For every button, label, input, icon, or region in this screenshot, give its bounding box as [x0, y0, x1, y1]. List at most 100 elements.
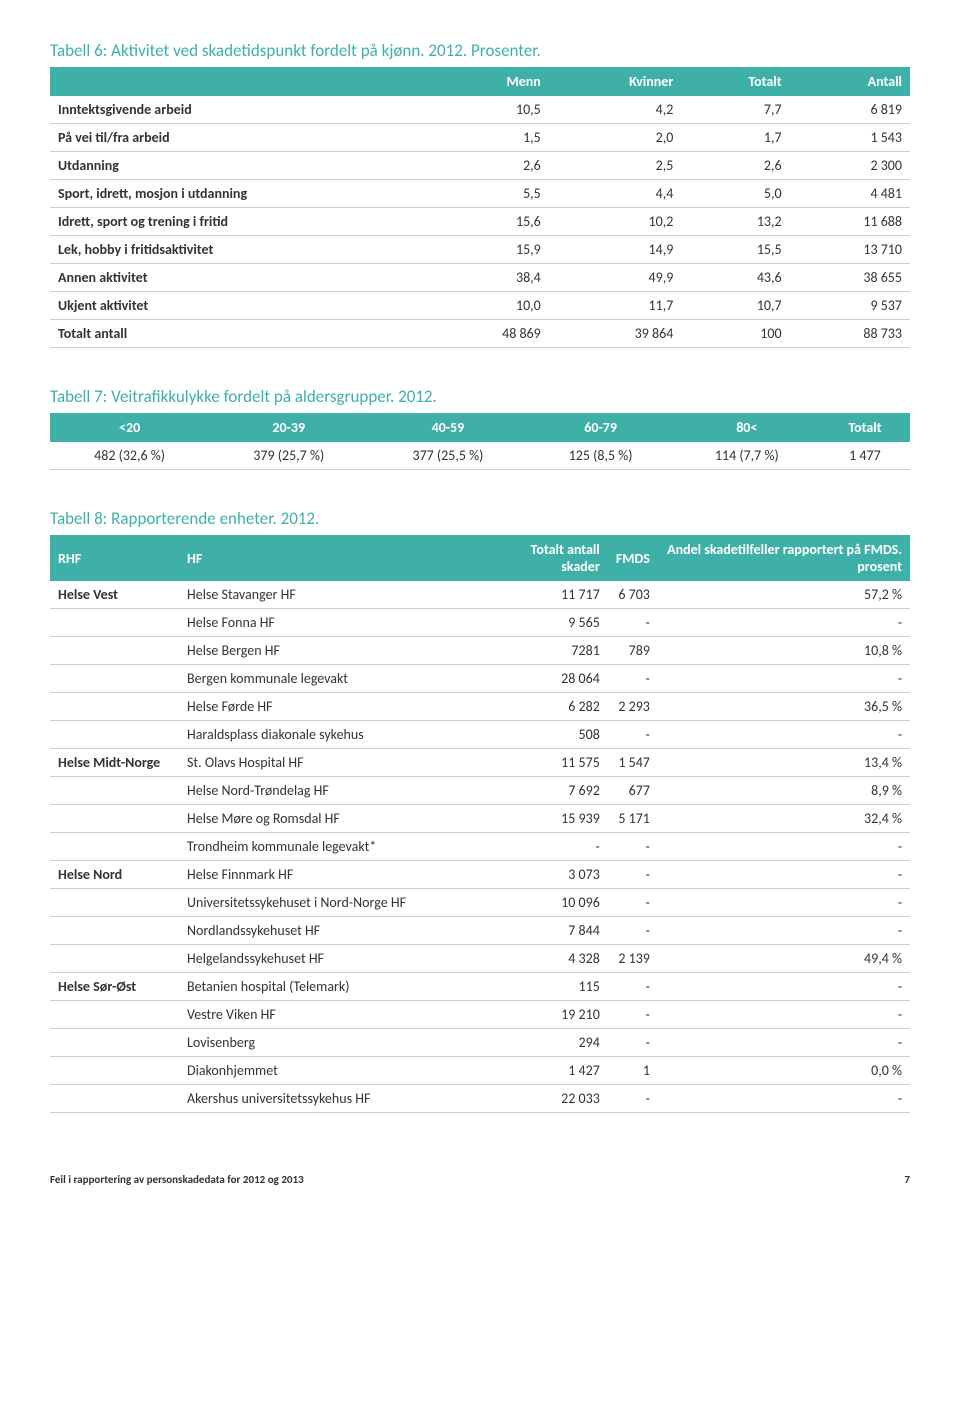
table6-cell: 4,4 — [549, 180, 682, 208]
table8-cell: 7281 — [497, 637, 608, 665]
table6-cell: 15,9 — [428, 236, 548, 264]
table6-col-3: Totalt — [681, 67, 789, 96]
table8-cell: Helse Vest — [50, 581, 179, 609]
table6-caption: Tabell 6: Aktivitet ved skadetidspunkt f… — [50, 40, 910, 61]
table8-cell: 294 — [497, 1029, 608, 1057]
table8-cell: 57,2 % — [658, 581, 910, 609]
table8-cell: 7 692 — [497, 777, 608, 805]
table6-cell: På vei til/fra arbeid — [50, 124, 428, 152]
table8-cell: - — [658, 721, 910, 749]
table6-cell: 5,5 — [428, 180, 548, 208]
table8-cell: Universitetssykehuset i Nord-Norge HF — [179, 889, 497, 917]
table-row: På vei til/fra arbeid1,52,01,71 543 — [50, 124, 910, 152]
table8-cell: - — [608, 1085, 658, 1113]
table-row: Helse Førde HF6 2822 29336,5 % — [50, 693, 910, 721]
table-row: Annen aktivitet38,449,943,638 655 — [50, 264, 910, 292]
table-row: Totalt antall48 86939 86410088 733 — [50, 320, 910, 348]
table8-cell — [50, 665, 179, 693]
table8-col-0: RHF — [50, 535, 179, 581]
table8-cell: - — [658, 609, 910, 637]
table8-cell: 32,4 % — [658, 805, 910, 833]
table8-cell: - — [608, 665, 658, 693]
table8-cell: 9 565 — [497, 609, 608, 637]
table6-cell: 38 655 — [790, 264, 910, 292]
table-row: Vestre Viken HF19 210-- — [50, 1001, 910, 1029]
table6-header-row: MennKvinnerTotaltAntall — [50, 67, 910, 96]
table8-cell: 15 939 — [497, 805, 608, 833]
table-row: Helse VestHelse Stavanger HF11 7176 7035… — [50, 581, 910, 609]
table8-cell: 10 096 — [497, 889, 608, 917]
table8-cell — [50, 637, 179, 665]
table-row: Bergen kommunale legevakt28 064-- — [50, 665, 910, 693]
table8-cell: - — [658, 889, 910, 917]
table7-caption: Tabell 7: Veitrafikkulykke fordelt på al… — [50, 386, 910, 407]
table8-col-4: Andel skadetilfeller rapportert på FMDS.… — [658, 535, 910, 581]
table8: RHFHFTotalt antall skaderFMDSAndel skade… — [50, 535, 910, 1113]
table6-col-1: Menn — [428, 67, 548, 96]
table-row: Haraldsplass diakonale sykehus508-- — [50, 721, 910, 749]
table7-col-4: 80< — [674, 413, 820, 442]
table-row: Helgelandssykehuset HF4 3282 13949,4 % — [50, 945, 910, 973]
table8-cell: - — [608, 889, 658, 917]
table8-col-2: Totalt antall skader — [497, 535, 608, 581]
table7-header-row: <2020-3940-5960-7980<Totalt — [50, 413, 910, 442]
table6-cell: 10,5 — [428, 96, 548, 124]
table6-cell: 38,4 — [428, 264, 548, 292]
table8-cell: - — [658, 1029, 910, 1057]
table-row: Ukjent aktivitet10,011,710,79 537 — [50, 292, 910, 320]
table8-cell: 8,9 % — [658, 777, 910, 805]
table6-cell: Totalt antall — [50, 320, 428, 348]
table6-cell: Ukjent aktivitet — [50, 292, 428, 320]
table7-col-5: Totalt — [820, 413, 910, 442]
table8-cell: - — [658, 973, 910, 1001]
table8-cell: 1 — [608, 1057, 658, 1085]
table8-cell: 2 293 — [608, 693, 658, 721]
table8-cell: Helse Bergen HF — [179, 637, 497, 665]
table8-cell: 508 — [497, 721, 608, 749]
table6-cell: 13 710 — [790, 236, 910, 264]
table8-cell: Helse Fonna HF — [179, 609, 497, 637]
table6-cell: 100 — [681, 320, 789, 348]
table8-cell — [50, 945, 179, 973]
table6-cell: Idrett, sport og trening i fritid — [50, 208, 428, 236]
table8-cell: 0,0 % — [658, 1057, 910, 1085]
table8-cell: Helgelandssykehuset HF — [179, 945, 497, 973]
table8-cell: 1 547 — [608, 749, 658, 777]
table8-cell: 4 328 — [497, 945, 608, 973]
table-row: Utdanning2,62,52,62 300 — [50, 152, 910, 180]
table8-cell: 28 064 — [497, 665, 608, 693]
table6-cell: 2,0 — [549, 124, 682, 152]
footer-left: Feil i rapportering av personskadedata f… — [50, 1173, 304, 1186]
table8-cell: 22 033 — [497, 1085, 608, 1113]
table7: <2020-3940-5960-7980<Totalt 482 (32,6 %)… — [50, 413, 910, 470]
table8-cell — [50, 693, 179, 721]
table6-cell: 11 688 — [790, 208, 910, 236]
table8-header-row: RHFHFTotalt antall skaderFMDSAndel skade… — [50, 535, 910, 581]
table6-cell: 14,9 — [549, 236, 682, 264]
table8-cell: - — [497, 833, 608, 861]
table6-col-2: Kvinner — [549, 67, 682, 96]
table-row: Lek, hobby i fritidsaktivitet15,914,915,… — [50, 236, 910, 264]
table8-cell: Helse Nord — [50, 861, 179, 889]
table8-cell: Nordlandssykehuset HF — [179, 917, 497, 945]
table6: MennKvinnerTotaltAntall Inntektsgivende … — [50, 67, 910, 348]
table-row: Lovisenberg294-- — [50, 1029, 910, 1057]
table7-cell: 377 (25,5 %) — [368, 442, 527, 470]
table8-cell: Helse Møre og Romsdal HF — [179, 805, 497, 833]
table6-cell: 43,6 — [681, 264, 789, 292]
table7-cell: 114 (7,7 %) — [674, 442, 820, 470]
table-row: Helse Midt-NorgeSt. Olavs Hospital HF11 … — [50, 749, 910, 777]
table6-cell: 88 733 — [790, 320, 910, 348]
table8-cell: 5 171 — [608, 805, 658, 833]
table8-cell: 36,5 % — [658, 693, 910, 721]
table8-cell: Diakonhjemmet — [179, 1057, 497, 1085]
table8-cell — [50, 1029, 179, 1057]
table-row: Helse Fonna HF9 565-- — [50, 609, 910, 637]
table6-cell: 13,2 — [681, 208, 789, 236]
table6-cell: 4,2 — [549, 96, 682, 124]
table-row: Helse Møre og Romsdal HF15 9395 17132,4 … — [50, 805, 910, 833]
table8-cell: Helse Nord-Trøndelag HF — [179, 777, 497, 805]
table8-cell: 7 844 — [497, 917, 608, 945]
table8-cell — [50, 833, 179, 861]
table7-cell: 379 (25,7 %) — [209, 442, 368, 470]
